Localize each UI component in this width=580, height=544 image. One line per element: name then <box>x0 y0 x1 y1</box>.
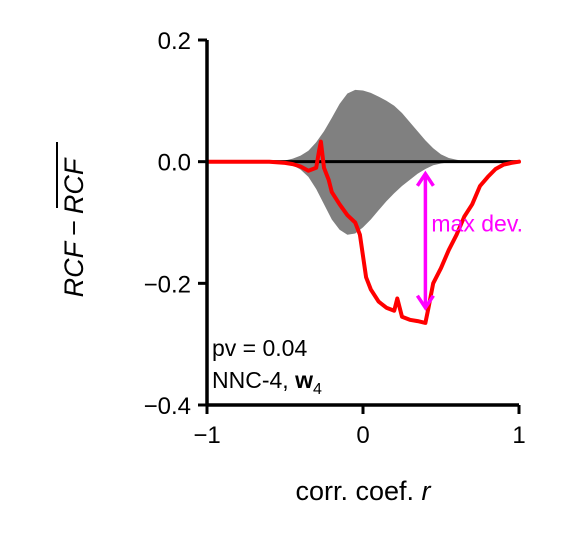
y-axis-title-right: RCF <box>59 157 89 214</box>
x-axis-title-var: r <box>422 476 432 506</box>
rcf-series-line-0 <box>205 139 521 325</box>
series-layer <box>205 139 521 325</box>
y-tick-label: −0.2 <box>144 271 191 298</box>
model-annotation-text: NNC-4, <box>212 367 295 393</box>
max-dev-arrow-layer: max dev. <box>415 170 523 311</box>
x-axis-title: corr. coef. r <box>295 476 431 506</box>
x-tick-label: −1 <box>193 422 220 449</box>
y-tick-label: −0.4 <box>144 393 191 420</box>
max-dev-arrow-head-bottom <box>415 294 435 311</box>
y-axis-title: RCF − RCF <box>56 142 89 297</box>
y-axis-title-left: RCF <box>59 240 89 297</box>
x-axis-title-text: corr. coef. <box>295 476 421 506</box>
model-annotation: NNC-4, w4 <box>212 367 322 398</box>
max-dev-label: max dev. <box>431 211 523 237</box>
y-tick-label: 0.0 <box>158 150 191 177</box>
model-annotation-weight: w <box>294 367 313 393</box>
y-tick-label: 0.2 <box>158 28 191 55</box>
x-tick-label: 0 <box>356 422 369 449</box>
ticks-layer: −0.4 −0.2 0.0 0.2 −1 0 1 <box>144 28 526 449</box>
pv-annotation: pv = 0.04 <box>212 335 307 361</box>
y-axis-title-minus: − <box>59 220 89 236</box>
x-tick-label: 1 <box>512 422 525 449</box>
model-annotation-subscript: 4 <box>313 381 322 398</box>
svg-text:RCF−RCF: RCF − RCF <box>59 157 89 297</box>
max-dev-arrow-head-top <box>415 170 435 187</box>
